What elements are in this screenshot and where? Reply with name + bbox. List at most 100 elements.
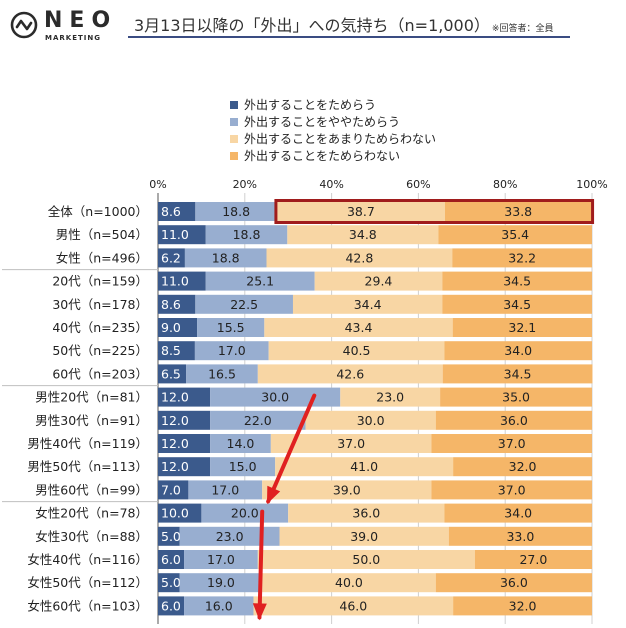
data-label: 8.6 <box>161 297 181 312</box>
legend-swatch <box>230 118 238 126</box>
bar-segment <box>262 573 436 593</box>
bar-segment <box>442 364 593 384</box>
bar-segment <box>201 503 289 523</box>
bar-segment <box>158 364 187 384</box>
bar-segment <box>210 434 271 453</box>
bar-segment <box>257 364 443 384</box>
bar-segment <box>279 526 449 546</box>
data-label: 34.5 <box>503 274 531 289</box>
data-label: 12.0 <box>161 436 189 451</box>
data-label: 32.2 <box>508 250 536 265</box>
bar-segment <box>305 410 436 430</box>
data-label: 6.0 <box>161 552 181 567</box>
bar-segment <box>431 434 592 453</box>
data-label: 32.1 <box>508 320 536 335</box>
bar-segment <box>440 387 592 407</box>
data-label: 41.0 <box>350 459 378 474</box>
bar-segment <box>205 225 288 245</box>
data-label: 23.0 <box>376 390 404 405</box>
data-label: 32.0 <box>509 459 537 474</box>
title-underline <box>128 36 570 38</box>
bar-segment <box>266 248 453 268</box>
bar-segment <box>195 202 277 221</box>
bar-segment <box>179 573 263 593</box>
bar-segment <box>205 271 315 291</box>
bar-segment <box>270 434 432 453</box>
data-label: 42.6 <box>336 366 364 381</box>
data-label: 30.0 <box>261 390 289 405</box>
bar-segment <box>195 294 293 314</box>
legend-label: 外出することをためらう <box>244 98 376 112</box>
bar-segment <box>448 526 592 546</box>
x-tick-label: 20% <box>233 178 257 191</box>
bar-segment <box>452 318 592 337</box>
category-label: 男性30代（n=91） <box>35 413 148 428</box>
bar-segment <box>158 387 211 407</box>
bar-segment <box>158 573 180 593</box>
bar-segment <box>194 341 269 361</box>
bar-segment <box>184 596 254 616</box>
bar-segment <box>435 410 592 430</box>
data-label: 18.8 <box>212 250 240 265</box>
data-label: 11.0 <box>161 227 189 242</box>
bar-segment <box>444 202 592 221</box>
data-label: 8.6 <box>161 204 181 219</box>
data-label: 40.5 <box>343 343 371 358</box>
bar-segment <box>442 294 592 314</box>
category-label: 男性20代（n=81） <box>35 390 148 405</box>
logo-mark-icon <box>10 11 38 39</box>
data-label: 23.0 <box>216 529 244 544</box>
bar-segment <box>158 410 211 430</box>
data-label: 37.0 <box>498 436 526 451</box>
category-label: 女性40代（n=116） <box>27 552 148 567</box>
title-note: ※回答者：全員 <box>491 24 554 34</box>
data-label: 17.0 <box>207 552 235 567</box>
data-label: 34.0 <box>504 506 532 521</box>
x-tick-label: 80% <box>493 178 517 191</box>
data-label: 15.5 <box>217 320 245 335</box>
x-tick-label: 100% <box>576 178 607 191</box>
bar-segment <box>158 503 202 523</box>
neo-marketing-logo: NEO MARKETING <box>10 6 122 46</box>
data-label: 10.0 <box>161 506 189 521</box>
bar-segment <box>474 550 592 569</box>
category-label: 男性40代（n=119） <box>27 436 148 451</box>
data-label: 6.5 <box>161 366 181 381</box>
data-label: 42.8 <box>345 250 373 265</box>
bar-segment <box>292 294 443 314</box>
data-label: 36.0 <box>500 413 528 428</box>
data-label: 36.0 <box>500 575 528 590</box>
bar-segment <box>287 225 439 245</box>
legend-swatch <box>230 101 238 109</box>
bar-segment <box>158 202 196 221</box>
category-label: 女性（n=496） <box>56 250 148 265</box>
data-label: 34.8 <box>349 227 377 242</box>
legend-label: 外出することをややためらう <box>244 115 400 129</box>
title-text: 3月13日以降の「外出」への気持ち（n=1,000） <box>134 16 490 35</box>
category-label: 女性20代（n=78） <box>35 506 148 521</box>
bar-segment <box>210 410 306 430</box>
bar-segment <box>158 225 206 245</box>
data-label: 34.0 <box>504 343 532 358</box>
data-label: 43.4 <box>345 320 373 335</box>
category-label: 男性50代（n=113） <box>27 459 148 474</box>
data-label: 19.0 <box>207 575 235 590</box>
data-label: 16.5 <box>208 366 236 381</box>
bar-segment <box>158 480 189 500</box>
bar-segment <box>179 526 280 546</box>
bar-segment <box>158 434 211 453</box>
data-label: 33.0 <box>506 529 534 544</box>
trend-arrow-head <box>266 485 281 505</box>
data-label: 27.0 <box>519 552 547 567</box>
bar-segment <box>444 503 592 523</box>
bar-segment <box>158 526 180 546</box>
bar-segment <box>158 318 198 337</box>
highlight-box <box>274 199 595 224</box>
bar-segment <box>184 248 267 268</box>
data-label: 5.0 <box>161 575 181 590</box>
trend-arrow <box>266 393 317 504</box>
data-label: 11.0 <box>161 274 189 289</box>
data-label: 40.0 <box>335 575 363 590</box>
category-label: 40代（n=235） <box>52 320 148 335</box>
data-label: 7.0 <box>161 482 181 497</box>
